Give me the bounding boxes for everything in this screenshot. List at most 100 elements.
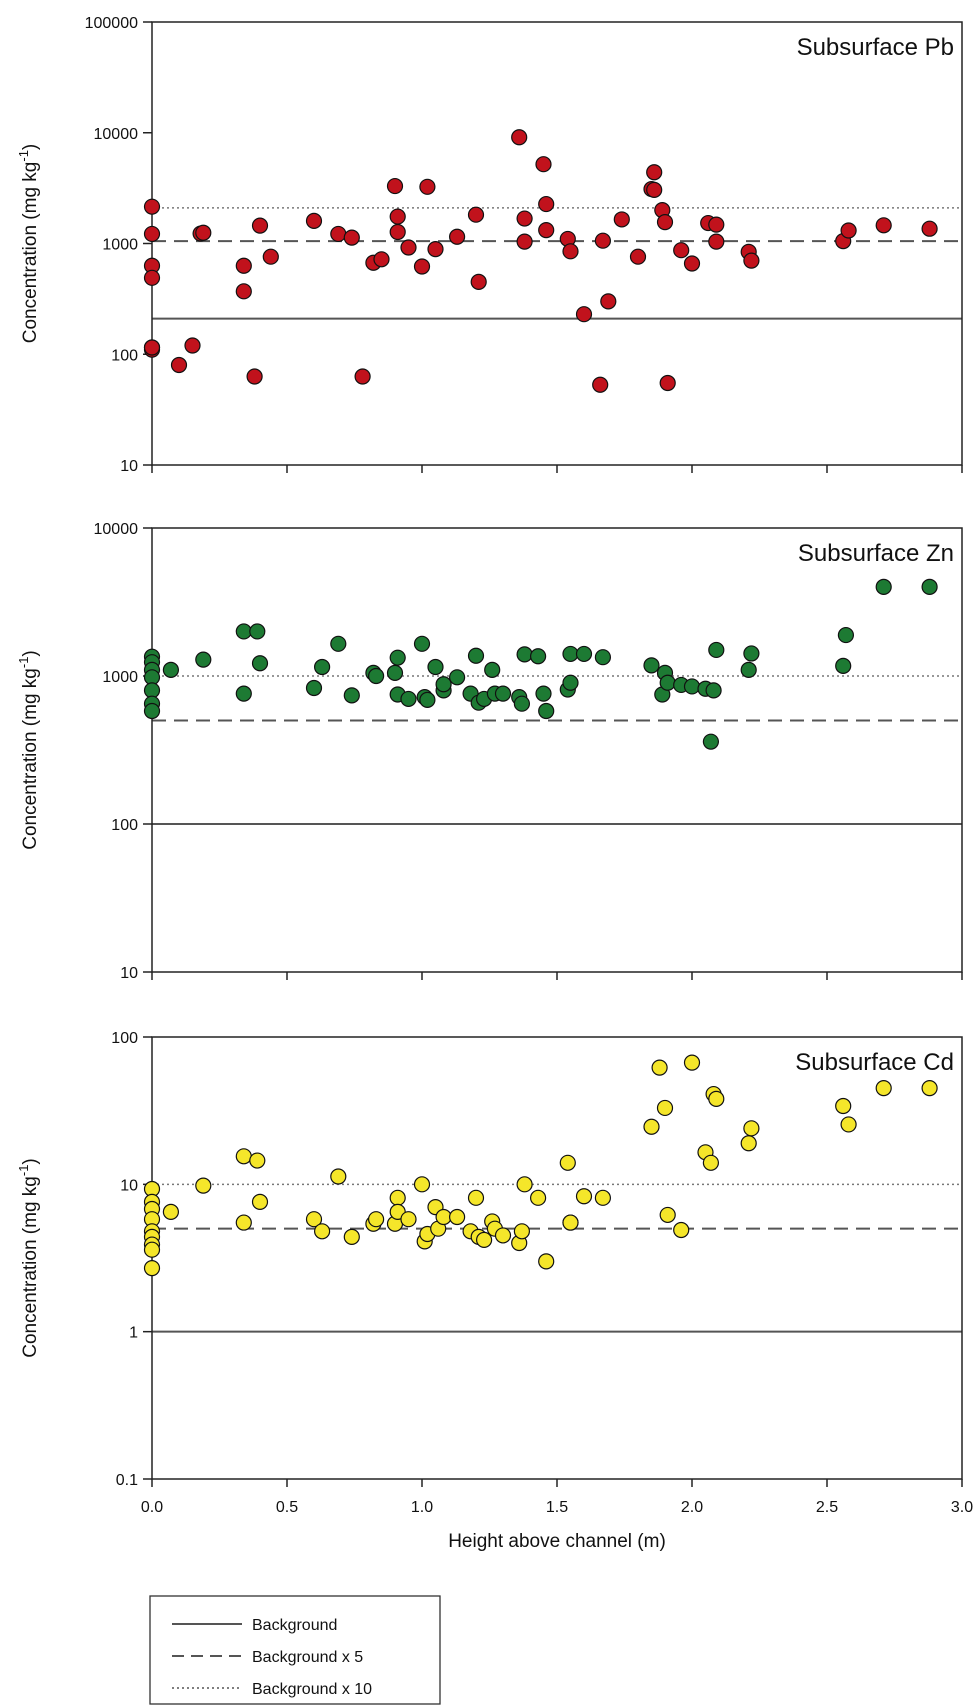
legend-label-background-x10: Background x 10 <box>252 1681 372 1698</box>
data-point <box>840 222 857 239</box>
data-point <box>559 1154 576 1171</box>
data-point <box>368 1211 385 1228</box>
data-point <box>143 1260 161 1277</box>
panel-title-pb: Subsurface Pb <box>797 34 954 61</box>
data-point <box>535 685 552 702</box>
x-tick-label: 0.5 <box>276 1499 298 1516</box>
data-point <box>743 252 760 269</box>
y-tick-label: 10000 <box>94 521 139 538</box>
data-points-zn <box>143 578 938 750</box>
data-point <box>600 293 617 310</box>
data-point <box>170 356 188 374</box>
y-axis-label-cd: Concentration (mg kg-1) <box>16 1158 41 1358</box>
data-point <box>143 1241 161 1258</box>
legend-label-background: Background <box>252 1617 337 1634</box>
data-point <box>529 648 547 665</box>
data-point <box>835 1097 852 1115</box>
data-point <box>449 1208 466 1226</box>
data-point <box>494 1227 512 1244</box>
data-point <box>683 255 701 272</box>
data-point <box>575 1188 593 1205</box>
data-point <box>646 181 663 198</box>
data-point <box>643 657 660 674</box>
y-tick-label: 10 <box>120 1177 138 1194</box>
data-point <box>659 374 676 392</box>
data-point <box>673 242 690 259</box>
data-point <box>251 1193 269 1210</box>
data-point <box>143 225 161 243</box>
data-point <box>413 635 431 652</box>
legend: Background Background x 5 Background x 1… <box>149 1595 441 1705</box>
data-point <box>538 702 555 720</box>
data-point <box>235 283 252 300</box>
y-tick-label: 100 <box>111 347 138 364</box>
data-point <box>705 682 722 699</box>
data-point <box>740 661 757 678</box>
data-point <box>235 623 252 640</box>
x-tick-label: 0.0 <box>141 1499 163 1516</box>
panel-pb: 10 100 1000 10000 100000 Subsurface Pb Concent… <box>16 15 963 475</box>
data-point <box>427 241 444 258</box>
data-point <box>249 1152 266 1169</box>
data-points-pb <box>143 129 938 393</box>
data-point <box>162 661 179 678</box>
data-point <box>673 1221 690 1239</box>
data-point <box>314 658 331 676</box>
data-point <box>643 1118 660 1135</box>
data-point <box>594 232 612 249</box>
data-point <box>184 337 201 354</box>
data-point <box>413 258 431 275</box>
data-point <box>389 208 406 225</box>
data-point <box>594 1189 612 1206</box>
legend-label-background-x5: Background x 5 <box>252 1649 363 1666</box>
data-point <box>389 1189 406 1206</box>
data-point <box>683 1054 701 1071</box>
data-point <box>343 1228 360 1245</box>
y-axis-label-close: ) <box>20 144 41 150</box>
data-point <box>511 129 528 146</box>
data-point <box>592 376 609 393</box>
data-point <box>305 1211 323 1228</box>
data-point <box>246 368 263 385</box>
data-point <box>251 217 269 234</box>
data-point <box>262 248 279 265</box>
data-point <box>467 647 485 664</box>
y-tick-label: 10 <box>120 965 138 982</box>
data-point <box>708 1090 725 1108</box>
data-point <box>702 733 720 750</box>
data-point <box>249 623 266 640</box>
data-point <box>389 649 406 666</box>
x-tick-label: 1.5 <box>546 1499 568 1516</box>
data-point <box>659 1206 676 1224</box>
data-points-cd <box>143 1054 938 1277</box>
y-axis-label-zn: Concentration (mg kg-1) <box>16 650 41 850</box>
data-point <box>575 645 593 663</box>
data-point <box>562 243 579 260</box>
plot-frame <box>151 527 963 973</box>
data-point <box>470 273 487 291</box>
data-point <box>740 1135 757 1152</box>
data-point <box>484 661 501 678</box>
data-point <box>143 702 161 720</box>
data-point <box>516 210 533 227</box>
data-point <box>305 212 323 229</box>
data-point <box>413 1176 431 1193</box>
data-point <box>516 1176 533 1193</box>
data-point <box>529 1189 547 1206</box>
y-axis-label-superscript: -1 <box>16 657 31 669</box>
data-point <box>516 646 533 663</box>
data-point <box>840 1116 857 1133</box>
y-tick-label: 100 <box>111 1030 138 1047</box>
data-point <box>513 1223 531 1240</box>
y-tick-label: 10 <box>120 458 138 475</box>
data-point <box>835 657 852 675</box>
data-point <box>449 669 466 686</box>
data-point <box>743 645 760 662</box>
data-point <box>235 1214 252 1231</box>
data-point <box>467 206 485 223</box>
y-tick-label: 1000 <box>102 669 138 686</box>
y-axis-label-superscript: -1 <box>16 150 31 162</box>
data-point <box>330 225 347 243</box>
data-point <box>562 1214 579 1231</box>
data-point <box>143 198 161 215</box>
